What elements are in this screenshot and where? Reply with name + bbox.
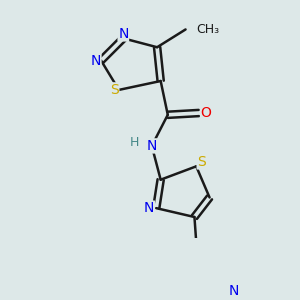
Text: S: S: [110, 83, 119, 97]
Text: H: H: [130, 136, 139, 149]
Text: CH₃: CH₃: [196, 23, 219, 36]
Text: N: N: [229, 284, 239, 298]
Text: N: N: [91, 54, 101, 68]
Text: N: N: [147, 139, 157, 153]
Text: N: N: [118, 27, 128, 41]
Text: S: S: [197, 155, 206, 169]
Text: N: N: [144, 201, 154, 215]
Text: O: O: [201, 106, 212, 120]
